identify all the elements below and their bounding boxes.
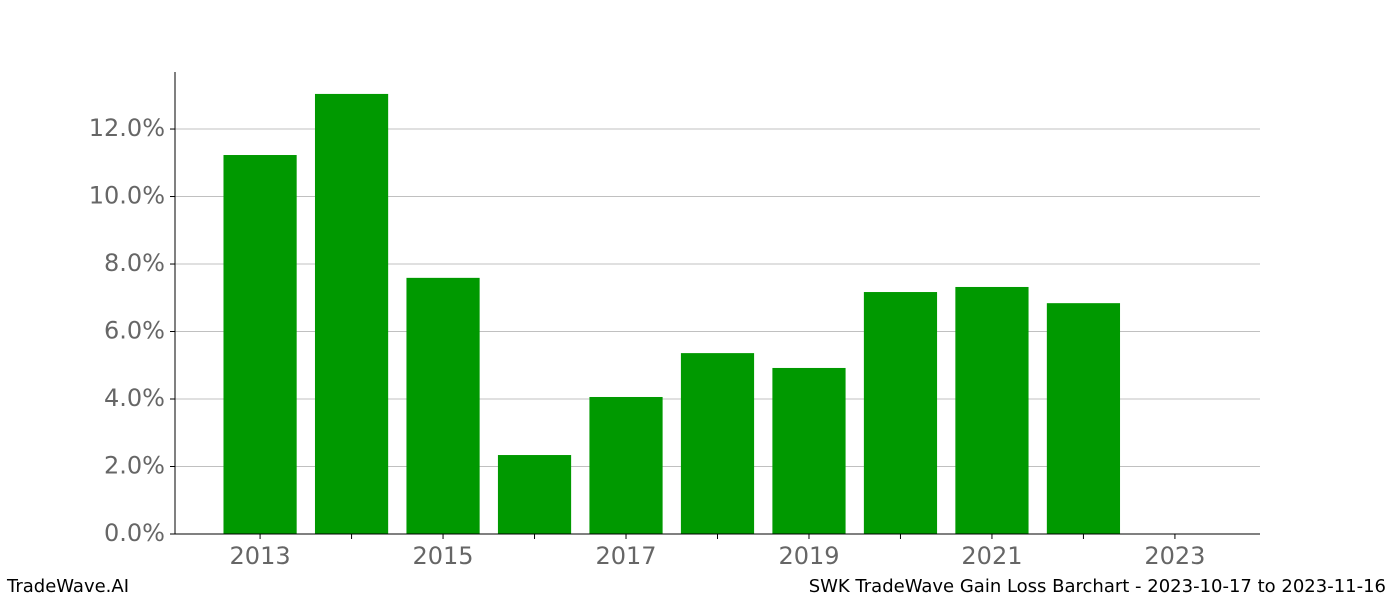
bar	[955, 286, 1029, 534]
bar	[680, 353, 755, 534]
y-tick-label: 2.0%	[104, 452, 165, 480]
y-tick-label: 10.0%	[89, 182, 165, 210]
bar	[589, 396, 663, 534]
bar	[863, 292, 938, 534]
y-tick-label: 6.0%	[104, 317, 165, 345]
bar	[406, 277, 480, 534]
x-tick-label: 2017	[595, 542, 656, 570]
y-tick-label: 0.0%	[104, 519, 165, 547]
x-tick-label: 2023	[1144, 542, 1205, 570]
y-tick-label: 12.0%	[89, 114, 165, 142]
x-tick-label: 2019	[778, 542, 839, 570]
y-tick-label: 4.0%	[104, 384, 165, 412]
bar	[314, 93, 389, 534]
watermark: TradeWave.AI	[6, 576, 129, 597]
chart-title: SWK TradeWave Gain Loss Barchart - 2023-…	[809, 576, 1386, 597]
x-tick-label: 2021	[961, 542, 1022, 570]
y-tick-label: 8.0%	[104, 249, 165, 277]
bar	[223, 155, 297, 535]
bar	[1046, 303, 1121, 534]
x-tick-label: 2013	[230, 542, 291, 570]
bar	[497, 455, 572, 534]
bar	[772, 367, 846, 534]
x-tick-label: 2015	[413, 542, 474, 570]
